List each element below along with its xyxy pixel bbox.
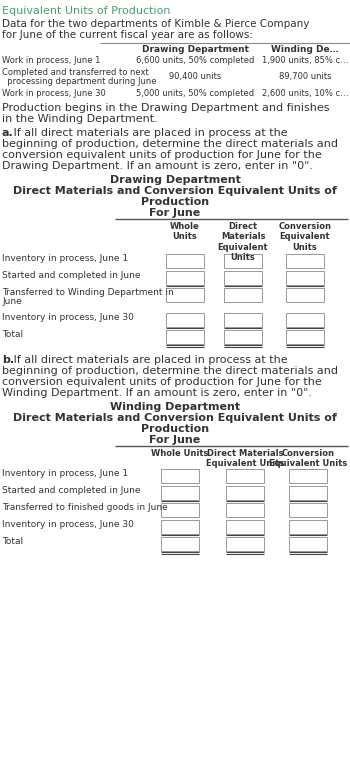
Text: beginning of production, determine the direct materials and: beginning of production, determine the d…	[2, 366, 338, 376]
Text: a.: a.	[2, 128, 14, 138]
Text: Drawing Department: Drawing Department	[141, 45, 248, 54]
Bar	[161, 520, 199, 534]
Text: 6,600 units, 50% completed: 6,600 units, 50% completed	[136, 56, 254, 65]
Text: For June: For June	[149, 208, 201, 218]
Text: Transferred to Winding Department in: Transferred to Winding Department in	[2, 288, 174, 297]
Bar	[286, 271, 324, 285]
Text: Inventory in process, June 30: Inventory in process, June 30	[2, 313, 134, 322]
Text: beginning of production, determine the direct materials and: beginning of production, determine the d…	[2, 139, 338, 149]
Text: Conversion
Equivalent
Units: Conversion Equivalent Units	[279, 222, 331, 252]
Text: Production: Production	[141, 424, 209, 434]
Text: conversion equivalent units of production for June for the: conversion equivalent units of productio…	[2, 377, 322, 387]
Bar	[166, 330, 204, 344]
Text: Inventory in process, June 1: Inventory in process, June 1	[2, 469, 128, 478]
Text: Equivalent Units of Production: Equivalent Units of Production	[2, 6, 170, 16]
Text: Inventory in process, June 30: Inventory in process, June 30	[2, 520, 134, 529]
Bar	[286, 313, 324, 327]
Bar	[161, 469, 199, 483]
Bar	[286, 288, 324, 302]
Text: b.: b.	[2, 355, 14, 365]
Text: Work in process, June 1: Work in process, June 1	[2, 56, 100, 65]
Text: Transferred to finished goods in June: Transferred to finished goods in June	[2, 503, 168, 512]
Bar	[166, 288, 204, 302]
Text: Total: Total	[2, 537, 23, 546]
Text: 2,600 units, 10% c…: 2,600 units, 10% c…	[262, 89, 348, 98]
Text: For June: For June	[149, 435, 201, 445]
Text: If all direct materials are placed in process at the: If all direct materials are placed in pr…	[10, 355, 288, 365]
Text: Winding De…: Winding De…	[271, 45, 339, 54]
Bar	[289, 486, 327, 500]
Text: Data for the two departments of Kimble & Pierce Company: Data for the two departments of Kimble &…	[2, 19, 309, 29]
Text: processing department during June: processing department during June	[2, 77, 156, 86]
Text: June: June	[2, 297, 22, 306]
Text: for June of the current fiscal year are as follows:: for June of the current fiscal year are …	[2, 30, 253, 40]
Bar	[224, 330, 262, 344]
Text: Conversion
Equivalent Units: Conversion Equivalent Units	[269, 449, 347, 469]
Text: Production begins in the Drawing Department and finishes: Production begins in the Drawing Departm…	[2, 103, 329, 113]
Text: Winding Department. If an amount is zero, enter in "0".: Winding Department. If an amount is zero…	[2, 388, 312, 398]
Text: Total: Total	[2, 330, 23, 339]
Bar	[224, 313, 262, 327]
Bar	[289, 537, 327, 551]
Text: Started and completed in June: Started and completed in June	[2, 486, 140, 495]
Bar	[289, 520, 327, 534]
Text: in the Winding Department.: in the Winding Department.	[2, 114, 158, 124]
Bar	[166, 313, 204, 327]
Text: Direct
Materials
Equivalent
Units: Direct Materials Equivalent Units	[218, 222, 268, 262]
Bar	[224, 271, 262, 285]
Bar	[226, 486, 264, 500]
Text: Drawing Department: Drawing Department	[110, 175, 240, 185]
Text: Direct Materials and Conversion Equivalent Units of: Direct Materials and Conversion Equivale…	[13, 186, 337, 196]
Text: Whole
Units: Whole Units	[170, 222, 200, 241]
Bar	[161, 503, 199, 517]
Text: If all direct materials are placed in process at the: If all direct materials are placed in pr…	[10, 128, 288, 138]
Bar	[226, 469, 264, 483]
Text: Inventory in process, June 1: Inventory in process, June 1	[2, 254, 128, 263]
Bar	[224, 254, 262, 268]
Bar	[289, 503, 327, 517]
Bar	[166, 254, 204, 268]
Text: Production: Production	[141, 197, 209, 207]
Bar	[226, 520, 264, 534]
Text: Direct Materials
Equivalent Units: Direct Materials Equivalent Units	[206, 449, 284, 469]
Text: 5,000 units, 50% completed: 5,000 units, 50% completed	[136, 89, 254, 98]
Text: Started and completed in June: Started and completed in June	[2, 271, 140, 280]
Text: 89,700 units: 89,700 units	[279, 72, 331, 81]
Bar	[226, 503, 264, 517]
Bar	[289, 469, 327, 483]
Text: 90,400 units: 90,400 units	[169, 72, 221, 81]
Bar	[286, 330, 324, 344]
Bar	[224, 288, 262, 302]
Bar	[226, 537, 264, 551]
Text: Work in process, June 30: Work in process, June 30	[2, 89, 106, 98]
Bar	[161, 537, 199, 551]
Text: Direct Materials and Conversion Equivalent Units of: Direct Materials and Conversion Equivale…	[13, 413, 337, 423]
Bar	[161, 486, 199, 500]
Text: Whole Units: Whole Units	[151, 449, 209, 458]
Bar	[166, 271, 204, 285]
Text: conversion equivalent units of production for June for the: conversion equivalent units of productio…	[2, 150, 322, 160]
Bar	[286, 254, 324, 268]
Text: Completed and transferred to next: Completed and transferred to next	[2, 68, 149, 77]
Text: Winding Department: Winding Department	[110, 402, 240, 412]
Text: Drawing Department. If an amount is zero, enter in "0".: Drawing Department. If an amount is zero…	[2, 161, 313, 171]
Text: 1,900 units, 85% c…: 1,900 units, 85% c…	[262, 56, 348, 65]
